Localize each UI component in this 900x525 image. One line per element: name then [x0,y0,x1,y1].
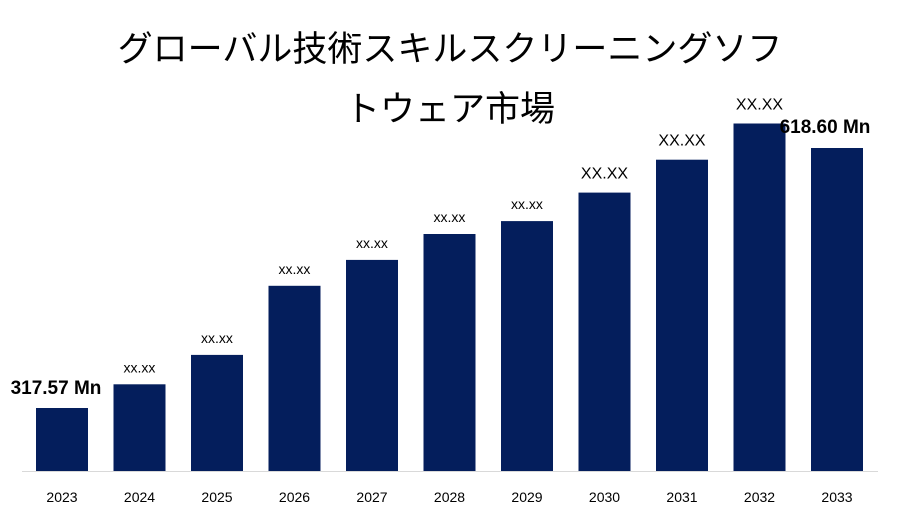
x-tick-label: 2027 [356,489,387,505]
bar-2023 [36,408,88,471]
data-label: 618.60 Mn [780,117,871,138]
x-tick-label: 2023 [46,489,77,505]
chart-title: グローバル技術スキルスクリーニングソフ トウェア市場 [0,20,900,140]
x-tick-label: 2031 [666,489,697,505]
data-label: XX.XX [581,166,628,183]
data-label: XX.XX [658,133,705,150]
x-tick-label: 2032 [744,489,775,505]
bar-2027 [346,259,398,471]
bar-2031 [656,159,708,471]
bar-2026 [268,285,321,471]
data-label: xx.xx [279,261,311,277]
chart-title-line-1: グローバル技術スキルスクリーニングソフ [117,30,783,70]
data-label: xx.xx [356,235,388,251]
bar-2032 [733,123,786,471]
data-label: xx.xx [124,359,156,375]
chart-title-line-2: トウェア市場 [344,90,555,130]
x-tick-label: 2028 [434,489,465,505]
x-tick-label: 2024 [124,489,155,505]
bar-2028 [423,234,476,471]
x-tick-label: 2030 [589,489,620,505]
bar-2033 [811,148,863,471]
x-tick-label: 2033 [821,489,852,505]
bar-2025 [191,354,243,471]
data-label: 317.57 Mn [11,378,102,399]
data-label: xx.xx [434,209,466,225]
data-label: XX.XX [736,96,783,113]
data-label: xx.xx [201,330,233,346]
bar-2030 [578,192,631,471]
bar-2029 [501,221,553,471]
bar-2024 [113,384,166,471]
x-tick-label: 2029 [511,489,542,505]
x-tick-label: 2026 [279,489,310,505]
x-tick-label: 2025 [201,489,232,505]
data-label: xx.xx [511,196,543,212]
